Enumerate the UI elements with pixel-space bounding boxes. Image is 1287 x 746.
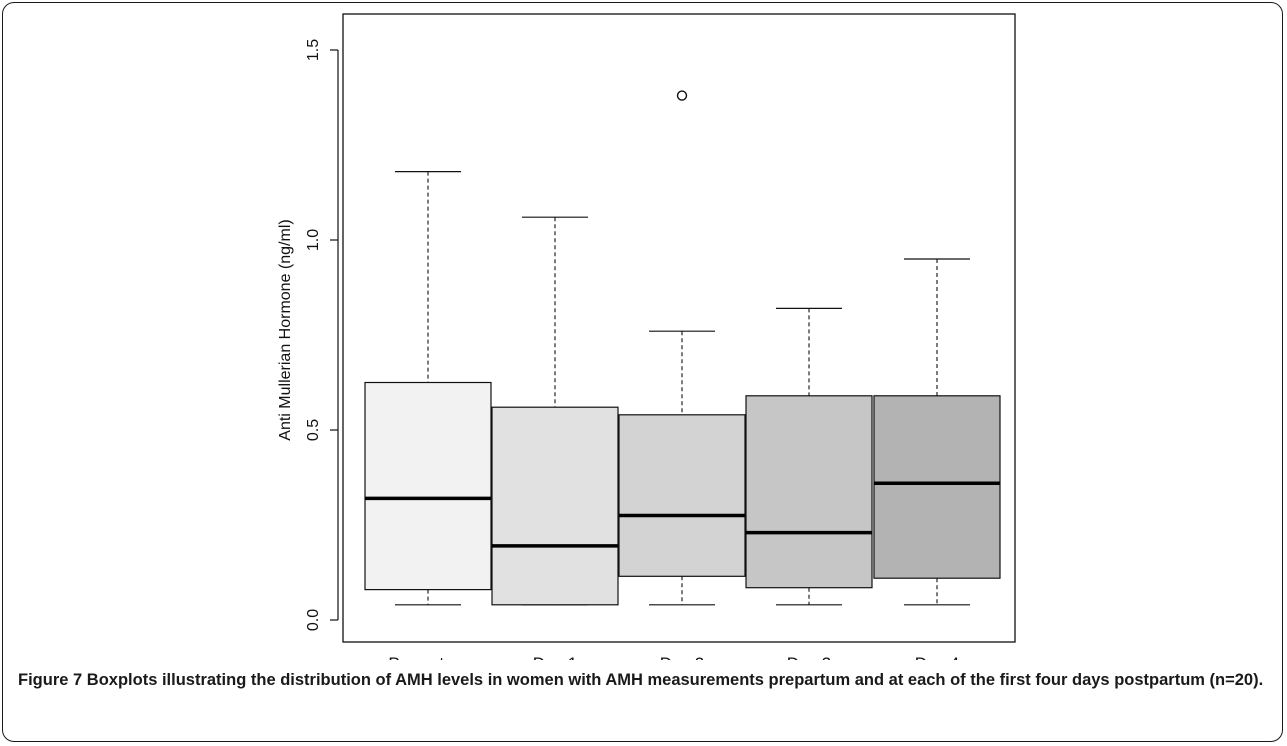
y-tick-label-3: 1.5	[305, 39, 322, 61]
y-axis-label: Anti Mullerian Hormone (ng/ml)	[277, 219, 294, 440]
plot-area-border	[342, 13, 1016, 643]
x-tick-label-1: Prepartum	[388, 654, 467, 660]
x-tick-label-4: Day 3	[787, 654, 831, 660]
caption-text: Boxplots illustrating the distribution o…	[86, 671, 1264, 689]
x-axis-labels: Prepartum Day 1 Day 2 Day 3 Day 4	[388, 654, 959, 660]
box-2	[491, 216, 619, 606]
iqr-box	[873, 395, 1001, 579]
iqr-box	[491, 406, 619, 606]
outlier-point-1	[676, 90, 688, 101]
x-tick-label-3: Day 2	[660, 654, 704, 660]
iqr-box	[745, 395, 873, 589]
x-tick-label-2: Day 1	[533, 654, 577, 660]
iqr-box	[364, 381, 492, 591]
box-4	[745, 307, 873, 606]
figure-caption: Figure 7 Boxplots illustrating the distr…	[18, 668, 1268, 692]
x-tick-label-5: Day 4	[915, 654, 959, 660]
box-3	[618, 90, 746, 606]
box-1	[364, 171, 492, 606]
box-5	[873, 258, 1001, 606]
y-tick-label-2: 1.0	[305, 229, 322, 251]
boxes-group	[364, 90, 1001, 606]
y-tick-label-0: 0.0	[305, 609, 322, 631]
y-axis-ticks: 0.0 0.5 1.0 1.5	[305, 39, 338, 631]
iqr-box	[618, 414, 746, 577]
caption-label: Figure 7	[18, 671, 83, 689]
y-tick-label-1: 0.5	[305, 419, 322, 441]
boxplot-chart: 0.0 0.5 1.0 1.5 Anti Mullerian Hormone (ng/…	[277, 13, 1016, 660]
